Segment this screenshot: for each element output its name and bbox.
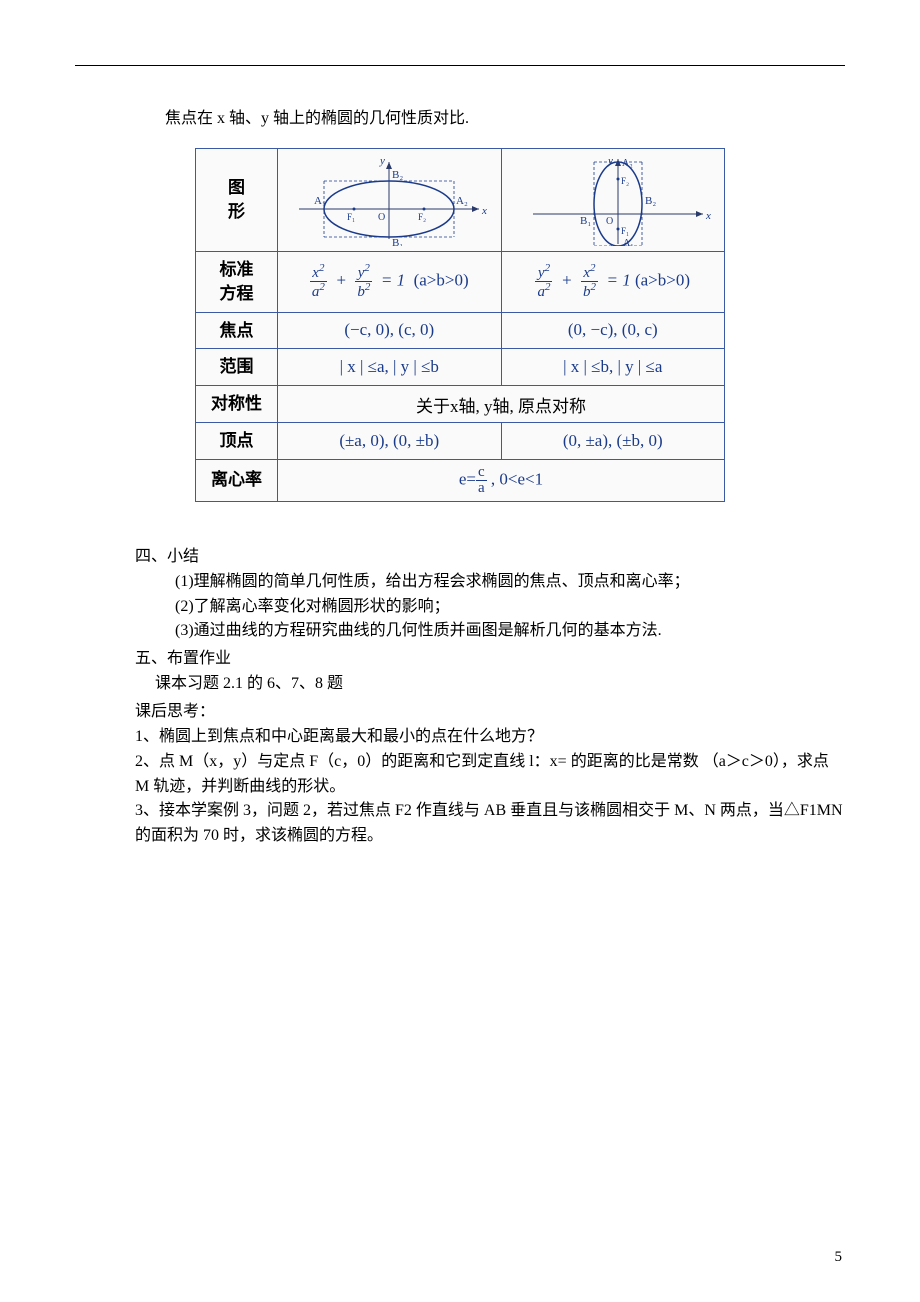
label-F1: F₁ xyxy=(347,212,355,222)
eq-vertical: y2a2 + x2b2 = 1 (a>b>0) xyxy=(501,252,725,313)
label-B1v: B₁ xyxy=(580,215,591,227)
header-ecc: 离心率 xyxy=(196,459,278,501)
row-shape: 图 形 A₁ A₂ xyxy=(196,149,725,252)
header-shape: 图 形 xyxy=(196,149,278,252)
row-eccentricity: 离心率 e=ca , 0<e<1 xyxy=(196,459,725,501)
label-O: O xyxy=(378,212,385,223)
s4-item-2: (2)了解离心率变化对椭圆形状的影响； xyxy=(75,595,845,620)
ellipse-horizontal-diagram: A₁ A₂ B₂ B₁ F₁ F₂ O x y xyxy=(278,149,502,252)
label-yv: y xyxy=(607,155,613,167)
range-v: | x | ≤b, | y | ≤a xyxy=(501,349,725,386)
label-A2: A₂ xyxy=(456,195,468,207)
think-2: 2、点 M（x，y）与定点 F（c，0）的距离和它到定直线 l：x= 的距离的比… xyxy=(75,750,845,800)
label-Ov: O xyxy=(606,216,613,227)
s4-item-3: (3)通过曲线的方程研究曲线的几何性质并画图是解析几何的基本方法. xyxy=(75,619,845,644)
comparison-table: 图 形 A₁ A₂ xyxy=(195,148,725,502)
label-A2v: A₂ xyxy=(622,158,633,169)
label-A1: A₁ xyxy=(314,195,326,207)
think-1: 1、椭圆上到焦点和中心距离最大和最小的点在什么地方？ xyxy=(75,725,845,750)
label-F1v: F₁ xyxy=(621,226,629,236)
top-horizontal-rule xyxy=(75,65,845,66)
range-h: | x | ≤a, | y | ≤b xyxy=(278,349,502,386)
label-B2: B₂ xyxy=(392,169,403,181)
ecc-text: e=ca , 0<e<1 xyxy=(278,459,725,501)
section-4-title: 四、小结 xyxy=(75,542,845,566)
header-focus: 焦点 xyxy=(196,312,278,349)
label-B2v: B₂ xyxy=(645,195,656,207)
s5-item-1: 课本习题 2.1 的 6、7、8 题 xyxy=(75,672,845,697)
header-vertex: 顶点 xyxy=(196,422,278,459)
row-focus: 焦点 (−c, 0), (c, 0) (0, −c), (0, c) xyxy=(196,312,725,349)
focus-v: (0, −c), (0, c) xyxy=(501,312,725,349)
symmetry-text: 关于x轴, y轴, 原点对称 xyxy=(278,386,725,423)
think-3: 3、接本学案例 3，问题 2，若过焦点 F2 作直线与 AB 垂直且与该椭圆相交… xyxy=(75,799,845,849)
focus-h: (−c, 0), (c, 0) xyxy=(278,312,502,349)
think-title: 课后思考： xyxy=(75,697,845,721)
header-symmetry: 对称性 xyxy=(196,386,278,423)
label-A1v: A₁ xyxy=(623,238,634,246)
vertex-h: (±a, 0), (0, ±b) xyxy=(278,422,502,459)
intro-text: 焦点在 x 轴、y 轴上的椭圆的几何性质对比. xyxy=(75,104,845,128)
ellipse-vertical-diagram: A₂ A₁ B₁ B₂ F₂ F₁ O x y xyxy=(501,149,725,252)
label-F2v: F₂ xyxy=(621,176,629,186)
label-xv: x xyxy=(705,210,711,222)
label-F2: F₂ xyxy=(418,212,426,222)
page-number: 5 xyxy=(835,1249,843,1266)
page-content: 焦点在 x 轴、y 轴上的椭圆的几何性质对比. 图 形 xyxy=(0,0,920,849)
row-vertex: 顶点 (±a, 0), (0, ±b) (0, ±a), (±b, 0) xyxy=(196,422,725,459)
row-range: 范围 | x | ≤a, | y | ≤b | x | ≤b, | y | ≤a xyxy=(196,349,725,386)
label-y: y xyxy=(379,155,385,167)
label-x: x xyxy=(481,205,487,217)
label-B1: B₁ xyxy=(392,237,403,246)
row-symmetry: 对称性 关于x轴, y轴, 原点对称 xyxy=(196,386,725,423)
header-range: 范围 xyxy=(196,349,278,386)
row-equation: 标准 方程 x2a2 + y2b2 = 1 (a>b>0) y2a2 + x2b… xyxy=(196,252,725,313)
header-eq: 标准 方程 xyxy=(196,252,278,313)
eq-horizontal: x2a2 + y2b2 = 1 (a>b>0) xyxy=(278,252,502,313)
section-5-title: 五、布置作业 xyxy=(75,644,845,668)
s4-item-1: (1)理解椭圆的简单几何性质，给出方程会求椭圆的焦点、顶点和离心率； xyxy=(75,570,845,595)
vertex-v: (0, ±a), (±b, 0) xyxy=(501,422,725,459)
